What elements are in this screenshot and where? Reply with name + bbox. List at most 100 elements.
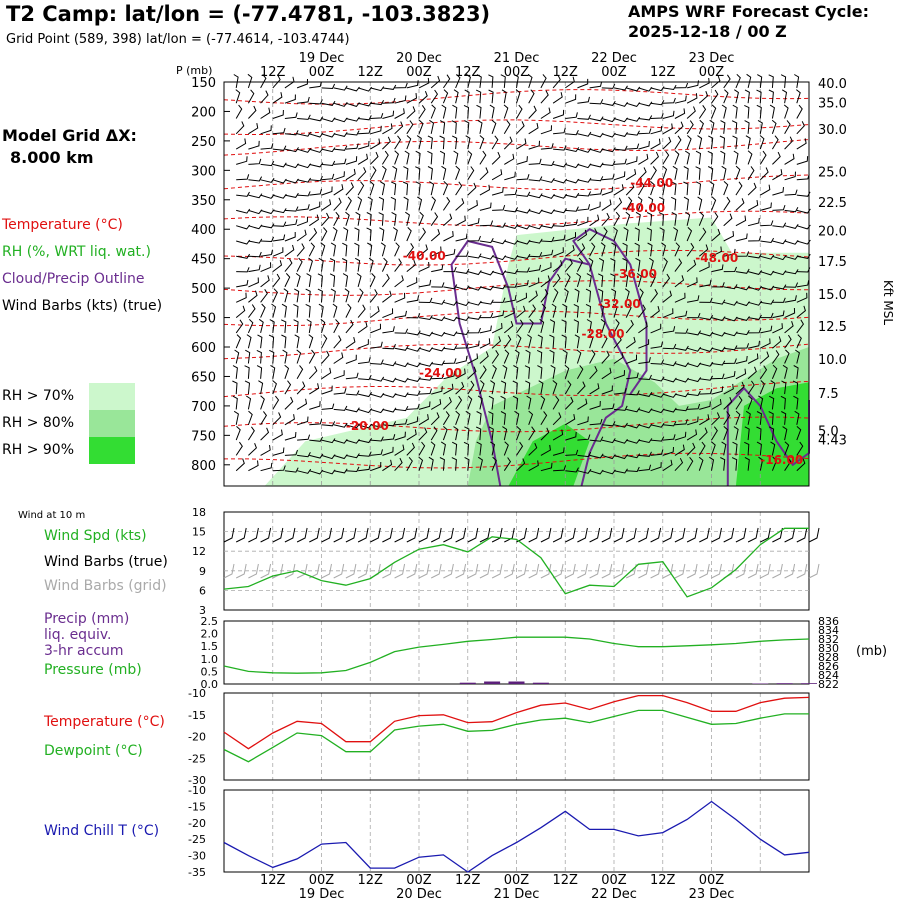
legend-wind: Wind Barbs (kts) (true): [2, 298, 163, 314]
wind-barb: [430, 104, 436, 119]
wind-barb: [782, 364, 788, 379]
wind-barb: [500, 380, 507, 395]
wind-barb-true: [357, 527, 369, 543]
wind-barb: [760, 237, 775, 244]
wind-barb: [699, 388, 713, 395]
wind-barb: [492, 222, 506, 228]
wind-barb: [552, 429, 564, 441]
wind-barb: [488, 89, 494, 104]
wind-barb-grid: [699, 563, 710, 579]
wind-barb: [369, 166, 377, 181]
wind-barb: [674, 82, 689, 89]
wind-barb: [345, 319, 354, 334]
wind-barb: [613, 184, 624, 196]
kft-tick-label: 25.0: [818, 166, 847, 181]
wind-barb: [638, 451, 652, 457]
wind-barb: [308, 366, 318, 380]
wind-barb: [611, 242, 617, 257]
wind-barb: [504, 269, 519, 275]
wind-barb: [540, 411, 548, 426]
wind-barb: [467, 285, 482, 291]
kft-tick-label: 10.0: [818, 353, 847, 368]
wind-barb: [626, 116, 641, 122]
bottom-date-label: 22 Dec: [591, 887, 637, 900]
wind-barb: [479, 254, 494, 260]
wind-barb: [491, 119, 497, 134]
wind-barb: [589, 201, 601, 211]
wind-barb-true: [686, 527, 698, 543]
wind-barb: [585, 303, 592, 318]
wind-barb: [527, 334, 532, 349]
panel-tick-label: 1.5: [201, 640, 219, 653]
wind-barb: [246, 395, 252, 410]
wind-barb: [698, 227, 707, 242]
wind-barb: [406, 243, 415, 257]
legend-rh90: RH > 90%: [2, 442, 75, 458]
wind-barb-grid: [491, 563, 503, 579]
wind-barb-true: [760, 527, 771, 543]
wind-barb: [638, 167, 647, 181]
wind-barb: [394, 444, 405, 456]
wind-barb: [747, 285, 763, 291]
wind-barb: [236, 279, 249, 288]
wind-barb: [272, 447, 285, 456]
wind-barb: [272, 193, 287, 199]
wind-barb: [625, 169, 637, 181]
wind-barb: [357, 288, 364, 303]
wind-barb: [708, 135, 714, 150]
wind-barb: [329, 273, 336, 287]
panel-tick-label: 3: [199, 604, 206, 617]
wind-barb: [309, 188, 322, 196]
wind-barb: [504, 189, 518, 196]
wind-barb: [577, 96, 590, 104]
wind-barb: [309, 214, 319, 227]
wind-barb: [784, 224, 799, 229]
wind-barb: [711, 299, 726, 305]
wind-barb: [284, 232, 296, 242]
wind-barb-true: [540, 527, 552, 543]
wind-barb: [382, 377, 397, 383]
wind-barb: [772, 222, 787, 228]
wind-barb: [660, 181, 666, 196]
wind-barb: [296, 257, 303, 272]
wind-barb: [418, 279, 432, 288]
wind-barb-grid: [516, 563, 527, 579]
wind-barb: [430, 246, 442, 257]
wind-barb: [564, 273, 571, 288]
wind-barb: [564, 396, 574, 410]
wind-barb: [711, 441, 716, 456]
wind-barb: [431, 264, 444, 273]
wind-barb: [443, 345, 458, 351]
wind-barb: [646, 227, 652, 242]
wind-barb: [357, 304, 366, 318]
wind-barb: [382, 459, 393, 472]
wind-barb: [272, 162, 287, 168]
wind-barb: [488, 426, 494, 441]
wind-barb: [248, 140, 260, 150]
pressure-line: [223, 636, 810, 674]
wind-barb: [784, 171, 796, 181]
wind-barb: [759, 167, 769, 181]
wind-barb: [735, 381, 745, 395]
wind-barb: [732, 135, 738, 150]
top-time-tick: 12Z: [358, 65, 384, 80]
wind-barb: [479, 380, 485, 395]
wind-barb: [699, 401, 711, 410]
wind-barb: [430, 196, 436, 211]
wind-barb: [394, 82, 408, 89]
wind-barb: [674, 121, 684, 135]
wind-barb: [638, 115, 653, 121]
wind-barb: [577, 398, 588, 410]
pressure-tick-label: 550: [191, 312, 216, 327]
wind-barb: [589, 81, 603, 89]
wind-barb-true: [589, 527, 601, 543]
wind-barb: [294, 334, 300, 349]
wind-barb: [418, 119, 424, 134]
wind-barb: [516, 305, 526, 318]
wind-barb: [294, 288, 300, 303]
wind-barb-true: [248, 527, 259, 543]
precip-bar: [508, 681, 525, 684]
wind-barb: [561, 319, 567, 333]
wind-barb: [430, 441, 436, 456]
